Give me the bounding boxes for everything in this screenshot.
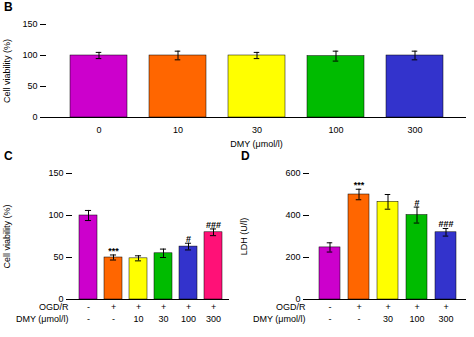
svg-text:-: - <box>358 314 361 324</box>
svg-text:DMY (μmol/l): DMY (μmol/l) <box>230 139 283 149</box>
svg-text:-: - <box>87 302 90 312</box>
svg-text:300: 300 <box>407 125 422 135</box>
svg-text:100: 100 <box>48 210 63 220</box>
svg-text:***: *** <box>108 246 119 256</box>
svg-text:50: 50 <box>27 81 37 91</box>
svg-text:-: - <box>87 314 90 324</box>
svg-text:+: + <box>161 302 166 312</box>
svg-text:###: ### <box>438 219 453 229</box>
svg-text:0: 0 <box>58 294 64 305</box>
svg-text:OGD/R: OGD/R <box>276 302 306 312</box>
svg-text:+: + <box>111 302 116 312</box>
svg-text:#: # <box>414 198 419 208</box>
svg-text:+: + <box>385 302 390 312</box>
svg-text:300: 300 <box>438 314 453 324</box>
svg-text:400: 400 <box>285 210 300 220</box>
svg-text:***: *** <box>354 180 365 190</box>
svg-text:0: 0 <box>32 112 37 122</box>
svg-text:150: 150 <box>22 19 37 29</box>
svg-text:#: # <box>186 234 191 244</box>
svg-text:+: + <box>136 302 141 312</box>
svg-text:100: 100 <box>328 125 343 135</box>
svg-text:10: 10 <box>133 314 143 324</box>
svg-text:+: + <box>211 302 216 312</box>
svg-text:100: 100 <box>22 50 37 60</box>
svg-text:30: 30 <box>383 314 393 324</box>
svg-text:DMY (μmol/l): DMY (μmol/l) <box>16 314 69 324</box>
svg-text:-: - <box>112 314 115 324</box>
svg-text:100: 100 <box>181 314 196 324</box>
svg-text:150: 150 <box>48 168 63 178</box>
svg-text:###: ### <box>206 220 221 230</box>
svg-text:600: 600 <box>285 168 300 178</box>
html-text:D: D <box>241 149 250 163</box>
svg-text:+: + <box>186 302 191 312</box>
svg-text:30: 30 <box>158 314 168 324</box>
svg-text:50: 50 <box>53 252 63 262</box>
html-text:B: B <box>4 0 13 14</box>
svg-text:0: 0 <box>96 125 101 135</box>
svg-text:0: 0 <box>295 294 301 305</box>
svg-text:100: 100 <box>409 314 424 324</box>
svg-text:+: + <box>356 302 361 312</box>
svg-text:Cell viability (%): Cell viability (%) <box>2 204 12 268</box>
svg-text:+: + <box>443 302 448 312</box>
svg-text:Cell viability (%): Cell viability (%) <box>2 39 12 103</box>
svg-text:DMY (μmol/l): DMY (μmol/l) <box>253 314 306 324</box>
svg-text:LDH (U/l): LDH (U/l) <box>239 218 249 256</box>
svg-text:+: + <box>414 302 419 312</box>
svg-text:30: 30 <box>252 125 262 135</box>
svg-text:10: 10 <box>173 125 183 135</box>
svg-text:300: 300 <box>206 314 221 324</box>
svg-text:-: - <box>329 314 332 324</box>
svg-text:200: 200 <box>285 252 300 262</box>
svg-text:-: - <box>329 302 332 312</box>
html-text:C: C <box>4 149 13 163</box>
svg-text:OGD/R: OGD/R <box>39 302 69 312</box>
